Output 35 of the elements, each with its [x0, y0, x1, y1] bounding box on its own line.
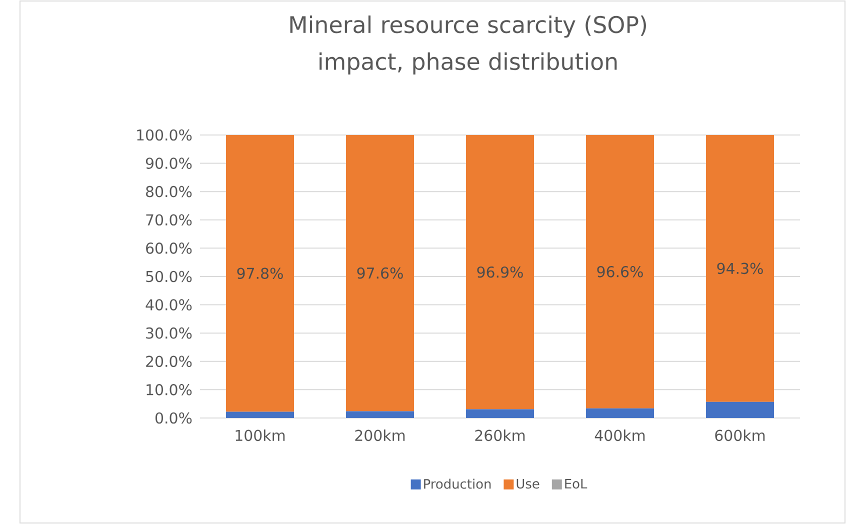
y-tick-label: 0.0%: [156, 412, 192, 424]
legend-label: Production: [424, 478, 491, 489]
bar: [706, 134, 774, 402]
x-tick-label: 400km: [594, 430, 645, 442]
x-tick-label: 260km: [475, 430, 525, 442]
y-tick-label: 40.0%: [146, 299, 192, 310]
y-tick-label: 70.0%: [146, 214, 192, 226]
bar: [706, 402, 774, 418]
data-label: 96.6%: [597, 266, 643, 278]
bar: [586, 134, 654, 408]
data-label: 96.9%: [477, 266, 523, 278]
bar: [466, 409, 534, 418]
data-label: 97.6%: [357, 267, 403, 279]
bar: [586, 408, 654, 418]
y-tick-label: 20.0%: [146, 356, 192, 368]
y-tick-label: 50.0%: [146, 270, 192, 282]
x-tick-label: 200km: [355, 430, 405, 442]
bar: [466, 134, 534, 410]
bar: [346, 411, 414, 418]
legend-label: EoL: [565, 478, 588, 489]
y-tick-label: 60.0%: [146, 242, 192, 254]
y-tick-label: 10.0%: [146, 384, 192, 396]
bar: [226, 412, 294, 418]
y-tick-label: 30.0%: [146, 327, 192, 339]
legend-label: Use: [516, 478, 540, 489]
chart-title: Mineral resource scarcity (SOP) impact, phase distribution: [290, 15, 646, 75]
x-tick-label: 600km: [715, 430, 765, 442]
bar: [226, 134, 294, 412]
bar: [346, 134, 414, 412]
data-label: 97.8%: [237, 268, 283, 280]
y-tick-label: 100.0%: [137, 129, 192, 141]
data-label: 94.3%: [717, 262, 763, 274]
y-tick-label: 80.0%: [146, 186, 192, 198]
y-tick-label: 90.0%: [146, 158, 192, 169]
x-tick-label: 100km: [236, 430, 285, 442]
